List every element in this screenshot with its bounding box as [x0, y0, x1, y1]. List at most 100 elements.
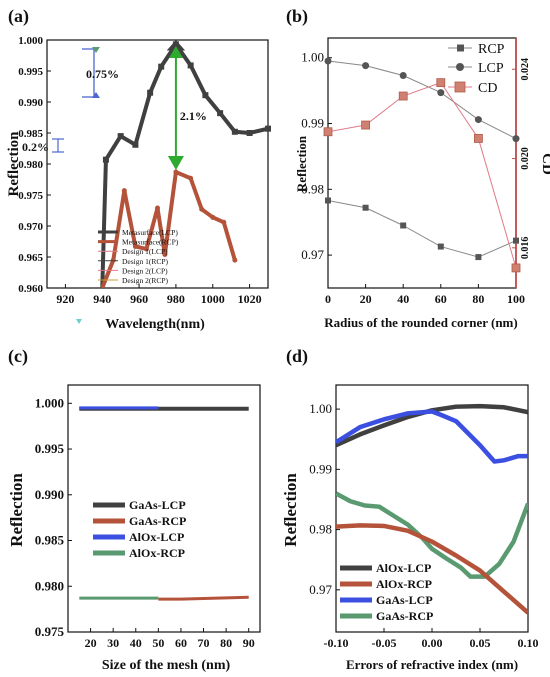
data-point-metasurface-rcp — [155, 205, 160, 211]
y-tick-label: 0.975 — [35, 624, 65, 639]
annotation-21-percent: 2.1% — [180, 109, 207, 123]
data-point-lcp — [324, 57, 332, 65]
y-tick-label: 0.975 — [18, 190, 43, 202]
x-axis-label-a: Wavelength(nm) — [105, 317, 205, 332]
data-point-rcp — [400, 222, 407, 229]
y-tick-label: 0.97 — [309, 582, 332, 597]
y-tick-label: 0.980 — [18, 159, 43, 171]
x-axis-label-d: Errors of refractive index (nm) — [346, 657, 518, 672]
cd-tick-label: 0.024 — [520, 58, 531, 81]
data-point-metasurface-lcp — [265, 125, 271, 132]
data-point-metasurface-rcp — [132, 243, 138, 249]
legend-entry: GaAs-RCP — [129, 514, 186, 528]
peak-marker — [166, 40, 186, 51]
x-tick-label: 1020 — [238, 292, 262, 306]
y-tick-label: 1.00 — [301, 50, 324, 65]
data-point-metasurface-lcp — [231, 128, 238, 135]
series-line-alox-rcp — [336, 523, 528, 615]
data-point-metasurface-lcp — [117, 133, 124, 140]
x-tick-label: 80 — [472, 292, 484, 306]
legend-entry: GaAs-LCP — [129, 498, 186, 512]
y-tick-label: 0.98 — [301, 181, 324, 196]
y-tick-label: 0.985 — [35, 533, 65, 548]
legend-entry: AlOx-RCP — [129, 546, 185, 560]
x-tick-label: 80 — [220, 636, 232, 650]
y-tick-label: 0.960 — [18, 283, 43, 295]
data-point-metasurface-lcp — [217, 110, 224, 117]
legend-entry: Design 1(LCP) — [122, 247, 168, 256]
data-point-cd — [436, 78, 446, 88]
x-tick-label: 920 — [56, 292, 74, 306]
data-point-lcp — [362, 62, 370, 70]
x-axis-label-b: Radius of the rounded corner (nm) — [324, 315, 517, 330]
series-line-gaas-rcp — [336, 491, 528, 579]
cd-tick-label: 0.020 — [520, 147, 531, 170]
data-point-lcp — [399, 72, 407, 79]
panel-label-c: (c) — [8, 346, 28, 367]
series-line-cd — [328, 82, 516, 269]
series-line-gaas-rcp — [158, 595, 249, 601]
y-tick-label: 0.99 — [301, 116, 324, 131]
data-point-metasurface-lcp — [102, 156, 109, 163]
x-tick-label: 60 — [175, 636, 187, 650]
legend-entry: Design 2(LCP) — [122, 266, 168, 275]
data-point-cd — [323, 127, 333, 137]
y-axis-label-a: Reflection — [6, 131, 22, 197]
y-axis-label-b: Reflection — [294, 135, 309, 192]
x-tick-label: 940 — [93, 292, 111, 306]
data-point-metasurface-rcp — [121, 188, 127, 194]
y-axis-label-d: Reflection — [281, 473, 300, 547]
panel-label-b: (b) — [286, 6, 308, 27]
data-point-rcp — [362, 204, 369, 211]
annotation-075-percent: 0.75% — [86, 67, 119, 81]
y-tick-label: 0.980 — [35, 578, 64, 593]
x-axis-label-c: Size of the mesh (nm) — [102, 658, 231, 673]
legend-swatch — [457, 44, 464, 52]
data-point-metasurface-lcp — [187, 62, 194, 69]
data-point-metasurface-lcp — [246, 130, 253, 136]
series-line-rcp — [328, 200, 516, 258]
legend-entry: Design 2(RCP) — [122, 276, 169, 285]
x-tick-label: 40 — [130, 636, 142, 650]
data-point-cd — [473, 134, 483, 143]
data-point-cd — [398, 91, 408, 101]
data-point-metasurface-rcp — [162, 252, 168, 258]
data-point-lcp — [437, 89, 445, 97]
x-tick-label: 90 — [243, 636, 255, 650]
data-point-rcp — [437, 243, 444, 250]
y-tick-label: 0.99 — [309, 461, 332, 476]
design-1-lcp-marker — [92, 47, 100, 53]
legend-entry: AlOx-LCP — [376, 561, 431, 575]
data-point-cd — [511, 263, 521, 273]
series-line-gaas-lcp — [336, 409, 528, 464]
data-point-rcp — [513, 237, 519, 244]
data-point-metasurface-rcp — [143, 246, 149, 252]
data-point-metasurface-rcp — [221, 219, 227, 225]
x-tick-label: 20 — [85, 636, 97, 650]
x-tick-label: 20 — [360, 292, 372, 306]
y-tick-label: 0.965 — [18, 252, 43, 264]
legend-entry: RCP — [478, 42, 505, 57]
data-point-metasurface-lcp — [147, 89, 154, 96]
cd-axis-label: CD — [539, 153, 550, 175]
y-axis-label-c: Reflection — [7, 473, 26, 547]
x-tick-label: -0.10 — [324, 636, 349, 650]
x-tick-label: 70 — [198, 636, 210, 650]
x-tick-label: -0.05 — [372, 636, 397, 650]
annotation-arrow-head-up — [168, 46, 183, 58]
cyan-marker — [76, 319, 82, 324]
x-tick-label: 0 — [325, 292, 331, 306]
x-tick-label: 100 — [507, 292, 525, 306]
panel-label-d: (d) — [286, 346, 308, 367]
y-tick-label: 0.97 — [301, 247, 324, 262]
x-tick-label: 0.05 — [470, 636, 491, 650]
data-point-lcp — [512, 135, 520, 143]
data-point-metasurface-rcp — [173, 169, 179, 175]
legend-entry: LCP — [478, 61, 504, 76]
x-tick-label: 50 — [152, 636, 164, 650]
data-point-lcp — [474, 116, 482, 124]
y-tick-label: 0.98 — [309, 522, 332, 537]
y-tick-label: 1.000 — [18, 35, 43, 47]
legend-entry: Metasurface(RCP) — [122, 238, 179, 247]
